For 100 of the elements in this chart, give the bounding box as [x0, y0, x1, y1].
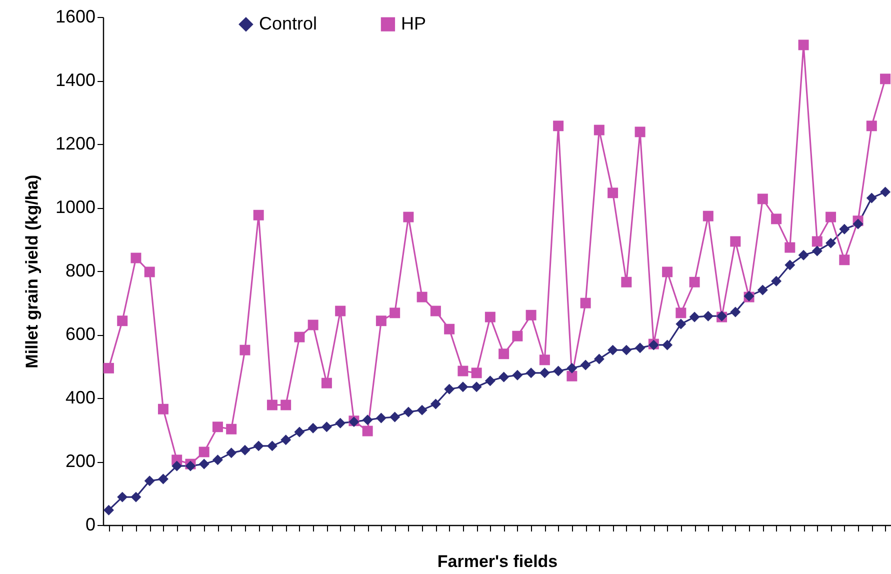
point: [130, 492, 142, 502]
point: [608, 344, 618, 356]
point: [362, 414, 373, 426]
point: [444, 384, 455, 394]
point: [566, 370, 578, 382]
point: [144, 476, 155, 486]
point: [484, 376, 496, 386]
point: [880, 186, 891, 198]
point: [539, 354, 550, 366]
point: [321, 378, 332, 388]
point: [676, 318, 686, 330]
point: [566, 362, 578, 374]
point: [784, 260, 796, 270]
point: [362, 426, 373, 436]
point: [308, 320, 318, 330]
point: [634, 342, 646, 354]
point: [621, 276, 632, 288]
point: [771, 214, 782, 224]
point: [826, 238, 836, 248]
point: [144, 266, 155, 278]
point: [812, 246, 822, 256]
point: [539, 368, 550, 378]
point: [689, 276, 700, 288]
point: [266, 400, 278, 410]
point: [580, 298, 591, 308]
legend-label: HP: [400, 13, 426, 34]
point: [839, 254, 850, 266]
point: [280, 434, 292, 446]
y-tick-label: 600: [65, 324, 96, 344]
y-tick-label: 1200: [55, 134, 96, 154]
point: [240, 344, 250, 356]
point: [621, 344, 632, 356]
point: [444, 324, 455, 334]
point: [376, 412, 386, 424]
point: [294, 426, 305, 438]
point: [512, 370, 523, 380]
point: [662, 340, 673, 350]
point: [798, 250, 809, 260]
point: [553, 366, 564, 376]
point: [471, 368, 482, 378]
point: [117, 316, 128, 326]
point: [757, 284, 768, 296]
point: [458, 382, 468, 392]
point: [553, 120, 564, 132]
point: [240, 444, 250, 456]
point: [880, 74, 891, 84]
point: [839, 224, 850, 234]
point: [430, 306, 441, 316]
point: [757, 194, 768, 204]
point: [294, 332, 305, 342]
point: [498, 372, 510, 382]
y-tick-label: 0: [85, 514, 96, 534]
point: [662, 266, 673, 278]
point: [826, 212, 836, 222]
point: [702, 310, 714, 322]
point: [212, 454, 223, 466]
point: [103, 504, 114, 516]
legend-label: Control: [258, 13, 317, 34]
x-axis-title: Farmer's fields: [437, 552, 558, 571]
point: [212, 422, 223, 432]
point: [308, 422, 318, 434]
point: [594, 124, 604, 136]
point: [403, 406, 414, 418]
point: [784, 242, 796, 253]
y-tick-label: 200: [65, 451, 96, 471]
point: [852, 218, 864, 230]
point: [866, 192, 877, 204]
point: [608, 188, 618, 198]
point: [335, 306, 346, 316]
point: [634, 126, 646, 138]
point: [512, 330, 523, 342]
point: [130, 252, 142, 264]
point: [594, 354, 604, 364]
point: [253, 440, 264, 452]
point: [103, 362, 114, 374]
point: [416, 404, 428, 416]
point: [198, 446, 210, 458]
point: [798, 40, 809, 50]
point: [730, 236, 741, 247]
point: [416, 292, 428, 302]
point: [676, 308, 686, 318]
point: [580, 360, 591, 370]
point: [117, 492, 128, 502]
point: [266, 440, 278, 452]
y-tick-label: 1600: [55, 6, 96, 26]
y-tick-label: 1000: [55, 197, 96, 217]
point: [430, 398, 441, 410]
point: [458, 366, 468, 376]
point: [172, 460, 182, 472]
point: [335, 418, 346, 428]
point: [253, 210, 264, 220]
point: [730, 306, 741, 318]
point: [280, 400, 292, 410]
point: [390, 412, 400, 422]
point: [158, 474, 168, 484]
point: [526, 368, 536, 378]
y-tick-label: 1400: [55, 70, 96, 90]
y-tick-label: 800: [65, 260, 96, 280]
point: [198, 458, 210, 470]
point: [526, 310, 536, 320]
